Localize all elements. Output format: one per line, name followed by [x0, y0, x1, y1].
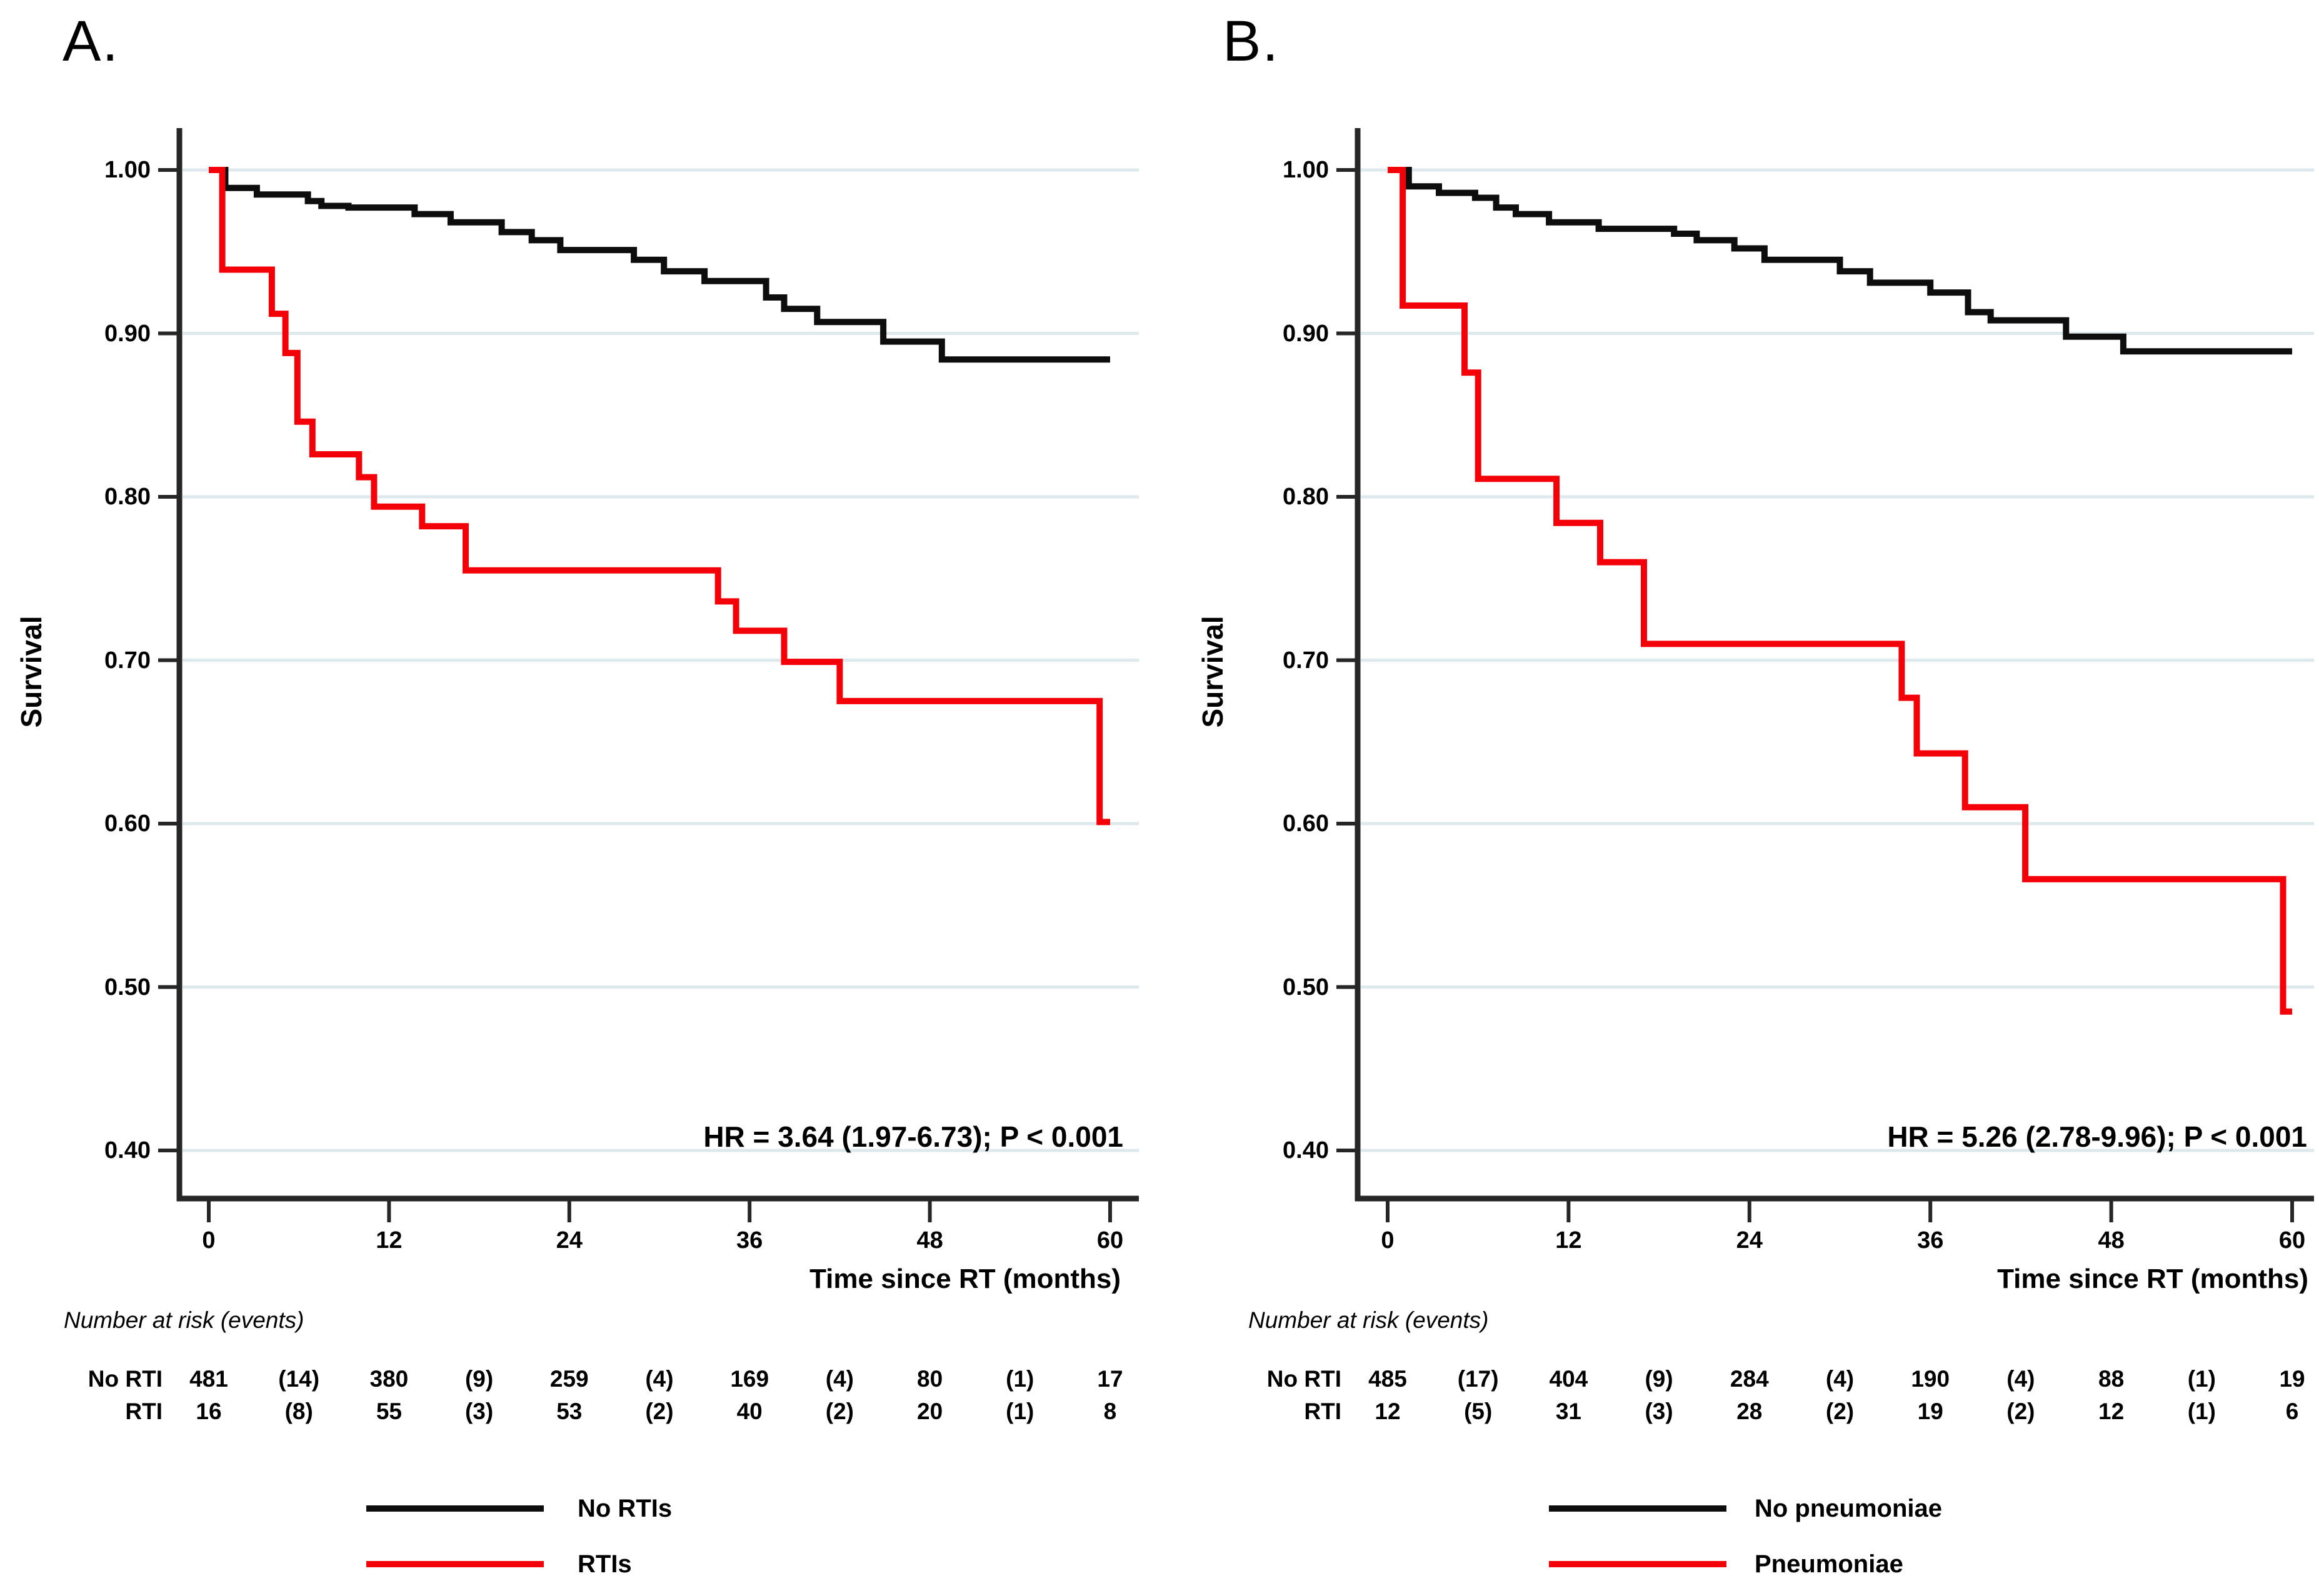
risk-count-value: 17	[1097, 1366, 1123, 1392]
risk-count-value: 169	[730, 1366, 769, 1392]
panel-a-risk-table-header: Number at risk (events)	[64, 1307, 304, 1333]
risk-events-value: (5)	[1464, 1399, 1493, 1424]
risk-events-value: (2)	[645, 1399, 674, 1424]
risk-count-value: 19	[1917, 1399, 1943, 1424]
panel-a-legend-line-rtis	[366, 1561, 544, 1567]
risk-events-value: (2)	[825, 1399, 854, 1424]
risk-events-value: (2)	[2006, 1399, 2035, 1424]
panel-b-legend-label-pneumoniae: Pneumoniae	[1755, 1550, 1903, 1578]
risk-events-value: (1)	[2187, 1399, 2216, 1424]
panel-a-legend-label-rtis: RTIs	[578, 1550, 632, 1578]
risk-events-value: (4)	[1825, 1366, 1855, 1392]
panel-a-risk-row-label-rti: RTI	[125, 1399, 163, 1424]
risk-events-value: (9)	[464, 1366, 494, 1392]
x-tick-label: 60	[1096, 1227, 1124, 1254]
risk-events-value: (1)	[2187, 1366, 2216, 1392]
x-tick-label: 60	[2278, 1227, 2306, 1254]
risk-count-value: 20	[917, 1399, 943, 1424]
risk-events-value: (4)	[825, 1366, 854, 1392]
risk-events-value: (9)	[1645, 1366, 1673, 1392]
risk-count-value: 485	[1368, 1366, 1407, 1392]
panel-a-plot	[158, 128, 1139, 1222]
risk-count-value: 380	[369, 1366, 409, 1392]
risk-count-value: 40	[736, 1399, 763, 1424]
panel-a-y-axis-title: Survival	[15, 616, 48, 728]
x-tick-label: 24	[1736, 1227, 1763, 1254]
risk-events-value: (3)	[464, 1399, 494, 1424]
x-tick-label: 12	[376, 1227, 403, 1254]
panel-a-letter: A.	[63, 9, 119, 73]
risk-events-value: (17)	[1457, 1366, 1499, 1392]
y-tick-label: 0.90	[1283, 320, 1329, 347]
y-tick-label: 0.40	[1283, 1137, 1329, 1164]
y-tick-label: 0.70	[1283, 647, 1329, 674]
panel-b-risk-row-label-rti: RTI	[1304, 1399, 1341, 1424]
panel-b-risk-row-label-no-rti: No RTI	[1266, 1366, 1341, 1392]
x-tick-label: 48	[2098, 1227, 2125, 1254]
y-tick-label: 0.70	[104, 647, 151, 674]
panel-a-legend-label-no-rtis: No RTIs	[578, 1495, 673, 1522]
panel-b-x-axis-title: Time since RT (months)	[1997, 1264, 2308, 1294]
y-tick-label: 0.50	[104, 974, 151, 1000]
y-tick-label: 1.00	[104, 157, 151, 183]
x-tick-label: 24	[556, 1227, 583, 1254]
risk-count-value: 284	[1730, 1366, 1769, 1392]
x-tick-label: 12	[1555, 1227, 1582, 1254]
x-tick-label: 0	[202, 1227, 216, 1254]
y-tick-label: 0.40	[104, 1137, 151, 1164]
km-curve-no-rtis	[209, 167, 1110, 363]
km-curve-no-pneumoniae	[1388, 167, 2292, 355]
x-tick-label: 36	[736, 1227, 763, 1254]
risk-events-value: (3)	[1645, 1399, 1673, 1424]
risk-count-value: 12	[1375, 1399, 1401, 1424]
risk-count-value: 19	[2279, 1366, 2305, 1392]
y-tick-label: 0.50	[1283, 974, 1329, 1000]
risk-events-value: (4)	[645, 1366, 674, 1392]
risk-count-value: 80	[917, 1366, 943, 1392]
panel-b-hazard-ratio-annotation: HR = 5.26 (2.78-9.96); P < 0.001	[1887, 1120, 2307, 1153]
panel-b-risk-table-header: Number at risk (events)	[1248, 1307, 1489, 1333]
y-tick-label: 0.60	[1283, 810, 1329, 837]
panel-a-legend-line-no-rtis	[366, 1505, 544, 1512]
risk-count-value: 28	[1736, 1399, 1763, 1424]
risk-count-value: 55	[376, 1399, 402, 1424]
risk-count-value: 259	[549, 1366, 589, 1392]
risk-events-value: (4)	[2006, 1366, 2035, 1392]
risk-events-value: (1)	[1006, 1366, 1034, 1392]
risk-count-value: 481	[189, 1366, 228, 1392]
panel-a-hazard-ratio-annotation: HR = 3.64 (1.97-6.73); P < 0.001	[703, 1120, 1123, 1153]
risk-count-value: 88	[2098, 1366, 2125, 1392]
risk-count-value: 53	[556, 1399, 583, 1424]
km-curve-rtis	[209, 167, 1110, 825]
y-tick-label: 0.90	[104, 320, 151, 347]
risk-count-value: 6	[2285, 1399, 2299, 1424]
panel-b-legend-line-pneumoniae	[1549, 1561, 1726, 1567]
risk-events-value: (2)	[1825, 1399, 1855, 1424]
risk-count-value: 31	[1555, 1399, 1581, 1424]
y-tick-label: 0.60	[104, 810, 151, 837]
risk-count-value: 190	[1911, 1366, 1950, 1392]
risk-events-value: (1)	[1006, 1399, 1034, 1424]
panel-b-letter: B.	[1223, 9, 1280, 73]
risk-events-value: (8)	[284, 1399, 313, 1424]
y-tick-label: 0.80	[104, 484, 151, 510]
x-tick-label: 36	[1917, 1227, 1944, 1254]
km-curve-pneumoniae	[1388, 167, 2292, 1015]
risk-count-value: 404	[1549, 1366, 1588, 1392]
x-tick-label: 48	[916, 1227, 943, 1254]
x-tick-label: 0	[1381, 1227, 1395, 1254]
y-tick-label: 0.80	[1283, 484, 1329, 510]
panel-a-x-axis-title: Time since RT (months)	[809, 1264, 1121, 1294]
panel-b-legend-label-no-pneumoniae: No pneumoniae	[1755, 1495, 1943, 1522]
risk-count-value: 8	[1103, 1399, 1117, 1424]
panel-b-legend-line-no-pneumoniae	[1549, 1505, 1726, 1512]
risk-events-value: (14)	[278, 1366, 320, 1392]
panel-b-plot	[1336, 128, 2314, 1222]
risk-count-value: 16	[196, 1399, 222, 1424]
risk-count-value: 12	[2098, 1399, 2125, 1424]
panel-a-risk-row-label-no-rti: No RTI	[88, 1366, 163, 1392]
y-tick-label: 1.00	[1283, 157, 1329, 183]
